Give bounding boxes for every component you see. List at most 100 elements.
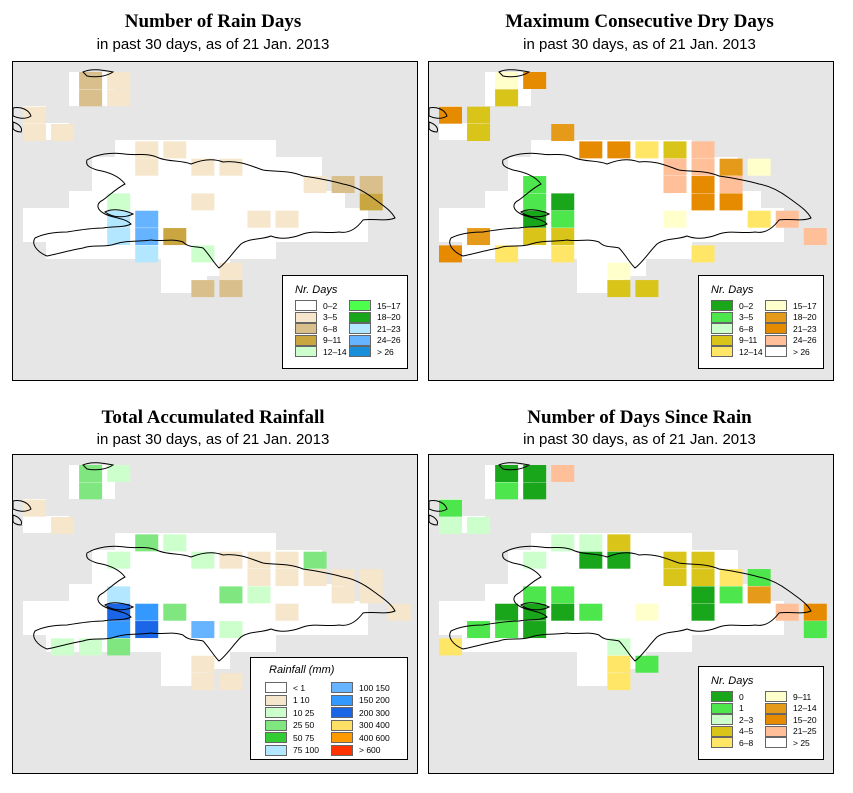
panel-title: Maximum Consecutive Dry Days: [505, 11, 774, 32]
legend-entry: 3–5: [711, 311, 753, 323]
data-cell: [219, 551, 243, 569]
legend-entry: 25 50: [265, 719, 315, 731]
data-cell: [247, 586, 271, 604]
legend-title: Nr. Days: [711, 675, 754, 687]
coast-line: [520, 602, 551, 611]
legend-entry: 18–20: [349, 311, 401, 323]
data-cell: [551, 124, 575, 142]
legend-swatch: [349, 346, 371, 357]
legend-label: 15–17: [793, 300, 817, 311]
legend-entry: 9–11: [295, 334, 341, 346]
legend-label: 1 10: [293, 695, 310, 705]
legend-entry: 200 300: [331, 707, 390, 718]
land-cell: [669, 242, 692, 259]
land-cell: [253, 618, 276, 635]
legend-label: 25 50: [293, 720, 315, 730]
data-cell: [107, 228, 131, 246]
data-cell: [719, 158, 743, 176]
data-cell: [359, 176, 383, 194]
legend-entry: 12–14: [711, 346, 763, 357]
land-cell: [161, 174, 184, 191]
legend-swatch: [765, 737, 787, 748]
panel-rain-days: Number of Rain Days in past 30 days, as …: [0, 0, 426, 396]
data-cell: [191, 655, 215, 673]
legend-entry: 1 10: [265, 694, 310, 706]
legend-entry: 150 200: [331, 694, 390, 706]
data-cell: [635, 141, 659, 159]
data-cell: [663, 569, 687, 587]
land-cell: [161, 242, 184, 259]
legend-swatch: [711, 714, 733, 725]
land-cell: [253, 157, 276, 174]
legend-entry: 9–11: [711, 334, 757, 346]
data-cell: [331, 569, 355, 587]
legend-label: 0: [739, 691, 744, 702]
land-cell: [623, 567, 646, 584]
legend-label: 18–20: [377, 312, 401, 322]
land-cell: [161, 618, 184, 635]
legend-label: 24–26: [793, 335, 817, 345]
legend-label: 15–17: [377, 300, 401, 311]
legend-label: 21–23: [377, 323, 401, 334]
land-cell: [207, 533, 230, 550]
map-area: [428, 61, 834, 381]
land-cell: [230, 635, 253, 652]
data-cell: [107, 603, 131, 621]
data-cell: [467, 106, 491, 124]
land-cell: [184, 533, 207, 550]
land-cell: [138, 174, 161, 191]
data-cell: [803, 228, 827, 246]
panel-days-since-rain: Number of Days Since Rain in past 30 day…: [426, 396, 853, 793]
land-cell: [577, 618, 600, 635]
legend-entry: 21–25: [765, 725, 817, 737]
data-cell: [719, 193, 743, 211]
data-cell: [523, 621, 547, 639]
land-cell: [577, 259, 600, 276]
data-cell: [467, 124, 491, 142]
data-cell: [691, 245, 715, 263]
land-cell: [485, 635, 508, 652]
land-cell: [531, 533, 554, 550]
data-cell: [747, 569, 771, 587]
land-cell: [462, 208, 485, 225]
legend-swatch: [295, 334, 317, 346]
land-cell: [646, 550, 669, 567]
data-cell: [79, 89, 103, 107]
data-cell: [23, 106, 46, 124]
data-cell: [191, 673, 215, 691]
legend-entry: 0–2: [711, 300, 753, 311]
data-cell: [191, 551, 215, 569]
land-cell: [184, 174, 207, 191]
legend-label: 150 200: [359, 695, 390, 705]
land-cell: [439, 601, 462, 618]
land-cell: [253, 601, 276, 618]
legend-swatch: [765, 323, 787, 334]
land-cell: [646, 191, 669, 208]
data-cell: [163, 603, 187, 621]
data-cell: [495, 72, 519, 89]
data-cell: [219, 262, 243, 280]
panel-dry-days: Maximum Consecutive Dry Days in past 30 …: [426, 0, 853, 396]
legend-swatch: [331, 732, 353, 743]
coast-line: [13, 514, 22, 526]
coastline: [13, 69, 396, 269]
land-cell: [253, 225, 276, 242]
land-cell: [439, 208, 462, 225]
legend-entry: 6–8: [295, 323, 337, 334]
legend-entry: 100 150: [331, 682, 390, 693]
land-cell: [276, 157, 299, 174]
land-cell: [161, 259, 184, 276]
data-cell: [579, 603, 603, 621]
legend-entry: > 25: [765, 737, 810, 748]
legend-swatch: [331, 682, 353, 693]
land-cell: [230, 174, 253, 191]
land-cell: [600, 618, 623, 635]
land-cell: [623, 174, 646, 191]
legend-label: 2–3: [739, 714, 754, 725]
legend-entry: 400 600: [331, 732, 390, 743]
legend-swatch: [331, 744, 353, 756]
land-cell: [485, 191, 508, 208]
data-cell: [719, 569, 743, 587]
land-cell: [184, 140, 207, 157]
legend-label: 15–20: [793, 714, 817, 725]
